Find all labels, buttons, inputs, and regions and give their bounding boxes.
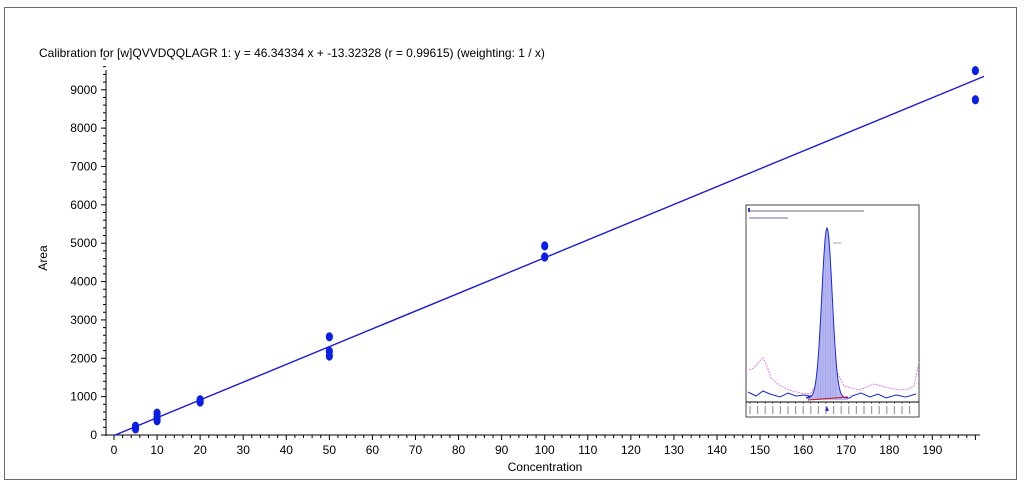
y-tick-label: 6000	[70, 198, 97, 212]
y-tick-label: 0	[90, 428, 97, 442]
x-tick-label: 20	[193, 443, 207, 457]
y-tick-label: 9000	[70, 83, 97, 97]
x-tick-label: 70	[409, 443, 423, 457]
data-point	[971, 95, 980, 105]
x-axis-title: Concentration	[508, 460, 583, 474]
data-point	[541, 241, 549, 251]
data-point	[196, 397, 204, 407]
x-tick-label: 160	[793, 443, 813, 457]
x-tick-label: 0	[111, 443, 118, 457]
x-tick-label: 120	[621, 443, 641, 457]
data-point	[325, 351, 333, 361]
data-point	[131, 424, 140, 434]
x-tick-label: 130	[664, 443, 684, 457]
y-tick-label: 1000	[70, 390, 97, 404]
data-point	[153, 416, 161, 426]
inset-trace-primary	[747, 226, 917, 399]
y-axis-title: Area	[36, 245, 50, 271]
y-tick-label: 2000	[70, 351, 97, 365]
x-tick-label: 30	[237, 443, 251, 457]
x-tick-label: 10	[150, 443, 164, 457]
data-point	[325, 332, 333, 342]
data-points	[131, 65, 980, 434]
data-point	[971, 65, 980, 76]
x-tick-label: 190	[922, 443, 942, 457]
x-tick-label: 60	[366, 443, 380, 457]
x-tick-label: 110	[578, 443, 597, 457]
x-tick-label: 80	[452, 443, 466, 457]
x-tick-label: 100	[535, 443, 555, 457]
chart-title: Calibration for [w]QVVDQQLAGR 1: y = 46.…	[39, 46, 545, 60]
chromatogram-inset	[745, 204, 920, 418]
x-tick-label: 50	[323, 443, 337, 457]
y-tick-label: 4000	[70, 275, 97, 289]
axes: 0 10 20 30 40 50 60 70 80 90 100 110 120 130 140 150 160…	[36, 58, 980, 474]
data-point	[541, 252, 549, 262]
x-tick-label: 90	[495, 443, 509, 457]
x-tick-label: 170	[836, 443, 856, 457]
fit-line	[113, 75, 985, 437]
inset-integration-baseline	[807, 396, 849, 401]
x-tick-label: 140	[707, 443, 727, 457]
y-tick-label: 3000	[70, 313, 97, 327]
x-tick-label: 180	[879, 443, 899, 457]
x-tick-label: 40	[280, 443, 294, 457]
fit-line-group	[113, 75, 985, 437]
y-tick-label: 5000	[70, 236, 97, 250]
y-tick-label: 7000	[70, 159, 97, 173]
y-tick-label: 8000	[70, 121, 97, 135]
x-tick-label: 150	[750, 443, 770, 457]
inset-rt-marker	[825, 406, 829, 411]
inset-marker	[748, 208, 750, 212]
